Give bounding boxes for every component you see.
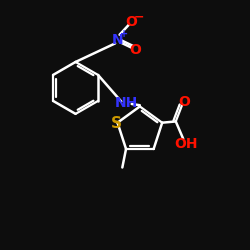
Text: O: O	[125, 16, 137, 30]
Text: O: O	[178, 95, 190, 109]
Text: OH: OH	[174, 137, 198, 151]
Text: +: +	[120, 29, 128, 39]
Text: O: O	[129, 42, 141, 56]
Text: NH: NH	[114, 96, 138, 110]
Text: N: N	[112, 33, 124, 47]
Text: −: −	[134, 10, 144, 24]
Text: S: S	[111, 116, 122, 132]
